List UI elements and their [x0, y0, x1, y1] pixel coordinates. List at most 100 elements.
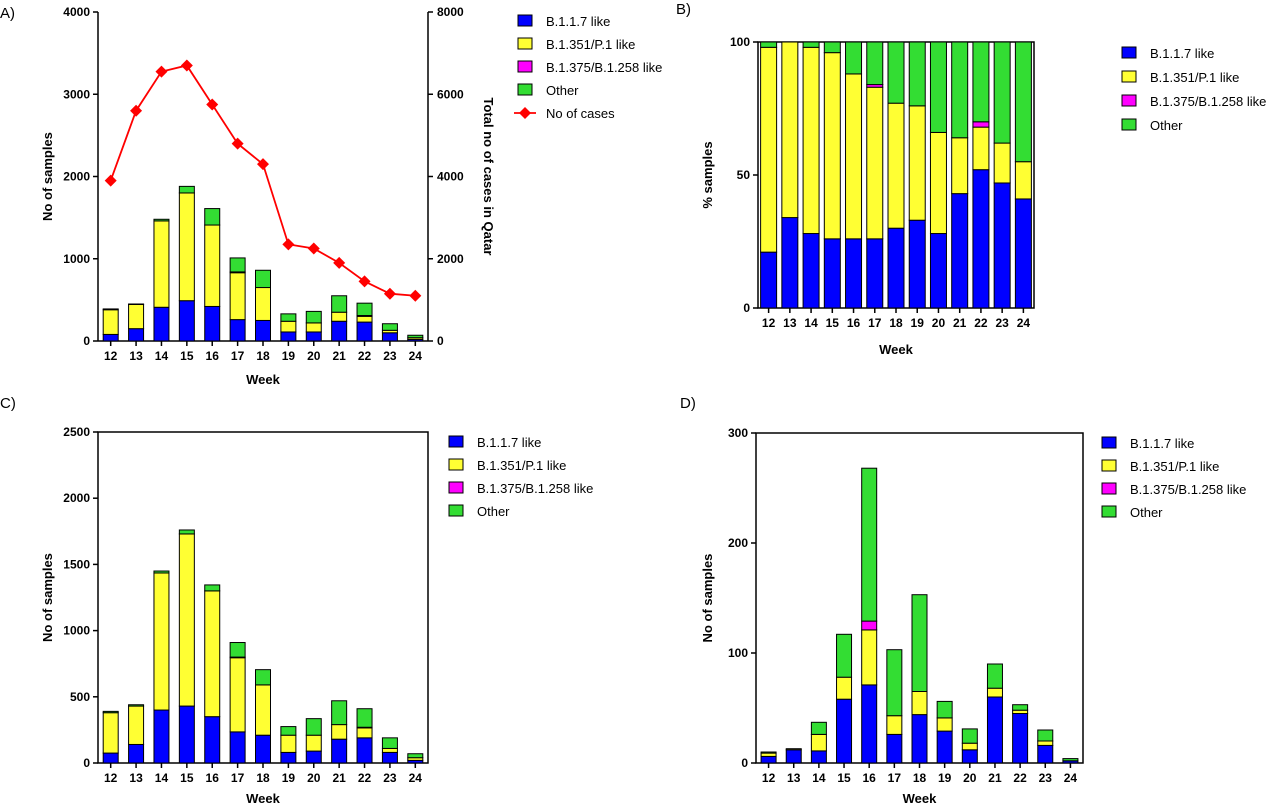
x-tick-label: 15 — [826, 316, 840, 330]
bar-b117-week-14 — [153, 709, 170, 764]
legend-label-b1351: B.1.351/P.1 like — [477, 458, 566, 473]
x-tick-label: 18 — [889, 316, 903, 330]
y-tick-label: 50 — [737, 168, 751, 182]
bar-other-week-20 — [929, 41, 947, 133]
legend-swatch-b1351 — [517, 37, 533, 50]
x-tick-label: 19 — [282, 349, 296, 363]
y-tick-label: 0 — [83, 334, 90, 348]
x-tick-label: 13 — [129, 349, 143, 363]
x-tick-label: 14 — [155, 349, 169, 363]
bar-b117-week-16 — [861, 684, 878, 764]
legend: B.1.1.7 like B.1.351/P.1 like B.1.375/B.1.… — [514, 14, 662, 121]
x-tick-label: 15 — [180, 349, 194, 363]
bar-b117-week-19 — [936, 730, 953, 764]
x-tick-label: 18 — [256, 771, 270, 785]
x-tick-label: 23 — [383, 349, 397, 363]
bar-b1351-week-18 — [887, 102, 905, 229]
bar-b117-week-15 — [823, 238, 841, 309]
cases-marker-week-24 — [409, 289, 422, 302]
bar-b1351-week-19 — [908, 105, 926, 221]
cases-marker-week-13 — [130, 104, 143, 117]
y-tick-label: 1000 — [63, 252, 90, 266]
bar-b1351-week-22 — [972, 126, 990, 171]
bar-b117-week-15 — [178, 300, 195, 342]
bar-b1351-week-15 — [178, 533, 195, 707]
y-axis-title: % samples — [700, 141, 715, 208]
bar-b117-week-14 — [802, 233, 820, 309]
x-tick-label: 16 — [206, 349, 220, 363]
bar-b1351-week-12 — [760, 46, 778, 253]
cases-marker-week-19 — [282, 238, 295, 251]
x-tick-label: 21 — [988, 771, 1002, 785]
chart-panel-b: B) 0 50 100 12 13 14 15 16 17 18 19 20 21 22 23 24 % samp… — [676, 1, 1266, 357]
bar-b117-week-12 — [102, 752, 119, 764]
bar-other-week-17 — [229, 257, 246, 273]
cases-marker-week-16 — [206, 98, 219, 111]
x-tick-label: 14 — [804, 316, 818, 330]
bar-b117-week-23 — [993, 182, 1011, 309]
bar-b117-week-18 — [887, 227, 905, 309]
y-tick-label: 300 — [728, 426, 748, 440]
x-tick-label: 13 — [787, 771, 801, 785]
bar-other-week-23 — [381, 737, 398, 749]
legend-swatch-b1375 — [448, 481, 464, 494]
y2-tick-label: 0 — [437, 334, 444, 348]
bar-other-week-14 — [802, 41, 820, 48]
cases-marker-week-12 — [104, 174, 117, 187]
bar-b117-week-17 — [866, 238, 884, 309]
bar-other-week-19 — [908, 41, 926, 107]
bar-other-week-20 — [961, 728, 978, 744]
x-tick-label: 20 — [307, 349, 321, 363]
bar-b117-week-22 — [356, 737, 373, 764]
bar-b1351-week-18 — [911, 691, 928, 716]
bar-b1351-week-18 — [255, 684, 271, 736]
y-tick-label: 2000 — [63, 491, 90, 505]
bar-b1351-week-21 — [331, 311, 348, 322]
bar-b1351-week-24 — [1014, 161, 1032, 200]
bar-b1351-week-19 — [936, 717, 953, 732]
y-tick-label: 0 — [741, 756, 748, 770]
cases-marker-week-18 — [257, 158, 269, 171]
bar-b117-week-20 — [961, 749, 978, 764]
bar-b1351-week-14 — [153, 572, 170, 711]
legend-swatch-other — [448, 504, 464, 517]
bar-b117-week-13 — [128, 328, 145, 342]
x-tick-label: 13 — [783, 316, 797, 330]
bar-b117-week-18 — [255, 319, 271, 342]
x-tick-label: 13 — [129, 771, 143, 785]
y-tick-label: 0 — [743, 301, 750, 315]
x-tick-label: 17 — [868, 316, 882, 330]
bar-b1351-week-14 — [810, 733, 827, 752]
bar-other-week-16 — [845, 41, 863, 75]
legend-label-b117: B.1.1.7 like — [1130, 436, 1194, 451]
bar-b117-week-22 — [356, 321, 373, 342]
cases-marker-week-17 — [231, 137, 244, 150]
bar-b1351-week-21 — [986, 687, 1003, 698]
bar-other-week-17 — [886, 649, 903, 717]
bar-other-week-14 — [153, 218, 170, 222]
bar-other-week-16 — [204, 208, 221, 226]
bar-b117-week-17 — [229, 319, 246, 342]
y-tick-label: 100 — [728, 646, 748, 660]
bar-b117-week-21 — [951, 193, 969, 309]
y-tick-label: 2000 — [63, 170, 90, 184]
bar-other-week-18 — [911, 594, 928, 693]
y-axis-title: No of samples — [40, 132, 55, 221]
x-tick-label: 19 — [282, 771, 296, 785]
bar-other-week-15 — [823, 41, 841, 54]
bar-b117-week-13 — [781, 217, 799, 309]
x-tick-label: 12 — [762, 316, 776, 330]
y-tick-label: 3000 — [63, 87, 90, 101]
bar-other-week-23 — [1037, 729, 1054, 742]
x-tick-label: 21 — [332, 771, 346, 785]
legend-label-other: Other — [546, 83, 579, 98]
bar-b117-week-16 — [845, 238, 863, 309]
legend-label-b117: B.1.1.7 like — [546, 14, 610, 29]
bar-b117-week-24 — [1014, 198, 1032, 309]
bar-b1351-week-15 — [823, 52, 841, 240]
bar-b117-week-14 — [810, 750, 827, 764]
bar-b1351-week-22 — [356, 315, 373, 323]
bar-other-week-18 — [255, 269, 271, 289]
x-axis-title: Week — [879, 342, 913, 357]
bar-b117-week-19 — [280, 331, 297, 342]
